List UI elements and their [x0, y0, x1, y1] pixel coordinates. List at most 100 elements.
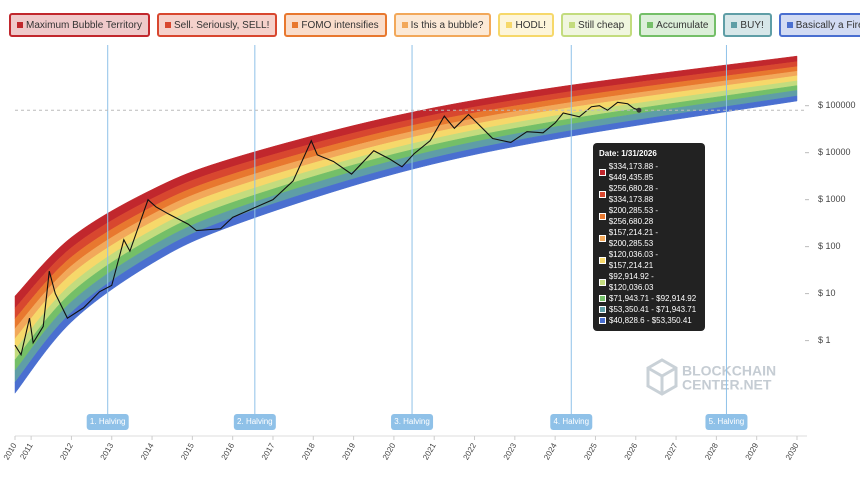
x-tick-label: 2029	[744, 441, 761, 461]
x-tick-label: 2026	[623, 441, 640, 461]
x-tick-label: 2025	[582, 441, 599, 461]
tooltip-row: $157,214.21 - $200,285.53	[599, 227, 699, 249]
x-tick-label: 2019	[340, 441, 357, 461]
x-tick-label: 2013	[99, 441, 116, 461]
legend-swatch	[731, 22, 738, 28]
legend-label: Sell. Seriously, SELL!	[173, 19, 270, 31]
tooltip: Date: 1/31/2026 $334,173.88 - $449,435.8…	[593, 143, 705, 331]
legend-label: Still cheap	[578, 19, 625, 31]
tooltip-swatch	[599, 190, 606, 198]
tooltip-text: $120,036.03 - $157,214.21	[608, 250, 659, 270]
legend-button[interactable]: HODL!	[498, 13, 555, 37]
x-tick-label: 2014	[139, 441, 156, 461]
halving-badge	[233, 414, 276, 430]
halving-label: 3. Halving	[394, 417, 430, 426]
legend-label: BUY!	[740, 19, 764, 31]
y-tick-label: $ 10	[818, 288, 836, 298]
legend-label: Accumulate	[656, 19, 709, 31]
halving-label: 1. Halving	[90, 417, 126, 426]
x-tick-label: 2017	[260, 441, 277, 461]
halving-badge	[550, 414, 593, 430]
legend-swatch	[647, 22, 654, 28]
legend-swatch	[17, 22, 23, 28]
tooltip-swatch	[599, 317, 606, 324]
halving-label: 5. Halving	[709, 417, 745, 426]
legend-button[interactable]: BUY!	[723, 13, 772, 37]
hover-point	[636, 107, 642, 113]
x-tick-label: 2016	[220, 441, 237, 461]
x-tick-label: 2024	[542, 441, 559, 461]
x-tick-label: 2023	[502, 441, 519, 461]
legend-button[interactable]: Sell. Seriously, SELL!	[156, 13, 278, 37]
tooltip-text: $256,680.28 - $334,173.88	[608, 184, 659, 204]
tooltip-date: Date: 1/31/2026	[599, 149, 657, 158]
y-tick-label: $ 1000	[818, 194, 846, 204]
legend-button[interactable]: Basically a Fire Sale	[778, 13, 860, 37]
legend-swatch	[401, 22, 408, 28]
logo-cube-edge	[647, 366, 677, 394]
legend-button[interactable]: Still cheap	[561, 13, 633, 37]
tooltip-row: $256,680.28 - $334,173.88	[599, 183, 699, 205]
y-tick-label: $ 100	[818, 241, 841, 251]
tooltip-row: $120,036.03 - $157,214.21	[599, 249, 699, 271]
watermark-text: BLOCKCHAIN	[682, 363, 776, 379]
x-tick-label: 2011	[18, 441, 35, 461]
tooltip-swatch	[599, 234, 606, 242]
x-tick-label: 2021	[421, 441, 438, 461]
legend-swatch	[164, 22, 171, 28]
legend: Maximum Bubble Territory Sell. Seriously,…	[9, 13, 860, 37]
legend-button[interactable]: FOMO intensifies	[284, 13, 387, 37]
tooltip-swatch	[599, 256, 606, 264]
tooltip-text: $40,828.6 - $53,350.41	[609, 316, 692, 325]
legend-label: HODL!	[515, 19, 547, 31]
y-tick-label: $ 1	[818, 335, 831, 345]
tooltip-text: $200,285.53 - $256,680.28	[608, 206, 659, 226]
x-tick-label: 2015	[179, 441, 196, 461]
halving-badge	[705, 414, 748, 430]
y-tick-label: $ 100000	[818, 100, 856, 110]
x-tick-label: 2012	[58, 441, 75, 461]
rainbow-band	[14, 95, 798, 394]
tooltip-row: $71,943.71 - $92,914.92	[599, 293, 699, 304]
x-tick-label: 2027	[663, 441, 680, 461]
legend-button[interactable]: Accumulate	[639, 13, 717, 37]
tooltip-text: $157,214.21 - $200,285.53	[608, 228, 659, 248]
halving-badge	[86, 414, 129, 430]
price-line	[14, 101, 640, 357]
legend-label: Maximum Bubble Territory	[26, 19, 142, 31]
legend-button[interactable]: Is this a bubble?	[393, 13, 492, 37]
tooltip-swatch	[599, 295, 606, 302]
legend-label: FOMO intensifies	[301, 19, 379, 31]
x-tick-label: 2020	[381, 441, 398, 461]
logo-cube	[646, 358, 678, 396]
y-tick-label: $ 10000	[818, 147, 851, 157]
tooltip-row: $92,914.92 - $120,036.03	[599, 271, 699, 293]
tooltip-text: $53,350.41 - $71,943.71	[609, 305, 697, 314]
x-tick-label: 2018	[300, 441, 317, 461]
legend-label: Is this a bubble?	[410, 19, 484, 31]
x-tick-label: 2030	[784, 441, 801, 461]
x-tick-label: 2010	[2, 441, 19, 461]
tooltip-text: $92,914.92 - $120,036.03	[608, 272, 654, 292]
tooltip-swatch	[599, 306, 606, 313]
tooltip-swatch	[599, 278, 606, 286]
tooltip-text: $71,943.71 - $92,914.92	[609, 294, 697, 303]
halving-label: 4. Halving	[553, 417, 589, 426]
tooltip-row: $40,828.6 - $53,350.41	[599, 315, 699, 326]
tooltip-row: $53,350.41 - $71,943.71	[599, 304, 699, 315]
x-tick-label: 2022	[461, 441, 478, 461]
legend-swatch	[786, 22, 793, 28]
tooltip-swatch	[599, 212, 606, 220]
legend-button[interactable]: Maximum Bubble Territory	[9, 13, 150, 37]
tooltip-swatch	[599, 168, 606, 176]
legend-swatch	[569, 22, 576, 28]
halving-label: 2. Halving	[237, 417, 273, 426]
legend-swatch	[292, 22, 299, 28]
tooltip-text: $334,173.88 - $449,435.85	[608, 162, 659, 182]
legend-label: Basically a Fire Sale	[795, 19, 860, 31]
legend-swatch	[506, 22, 513, 28]
x-tick-label: 2028	[703, 441, 720, 461]
